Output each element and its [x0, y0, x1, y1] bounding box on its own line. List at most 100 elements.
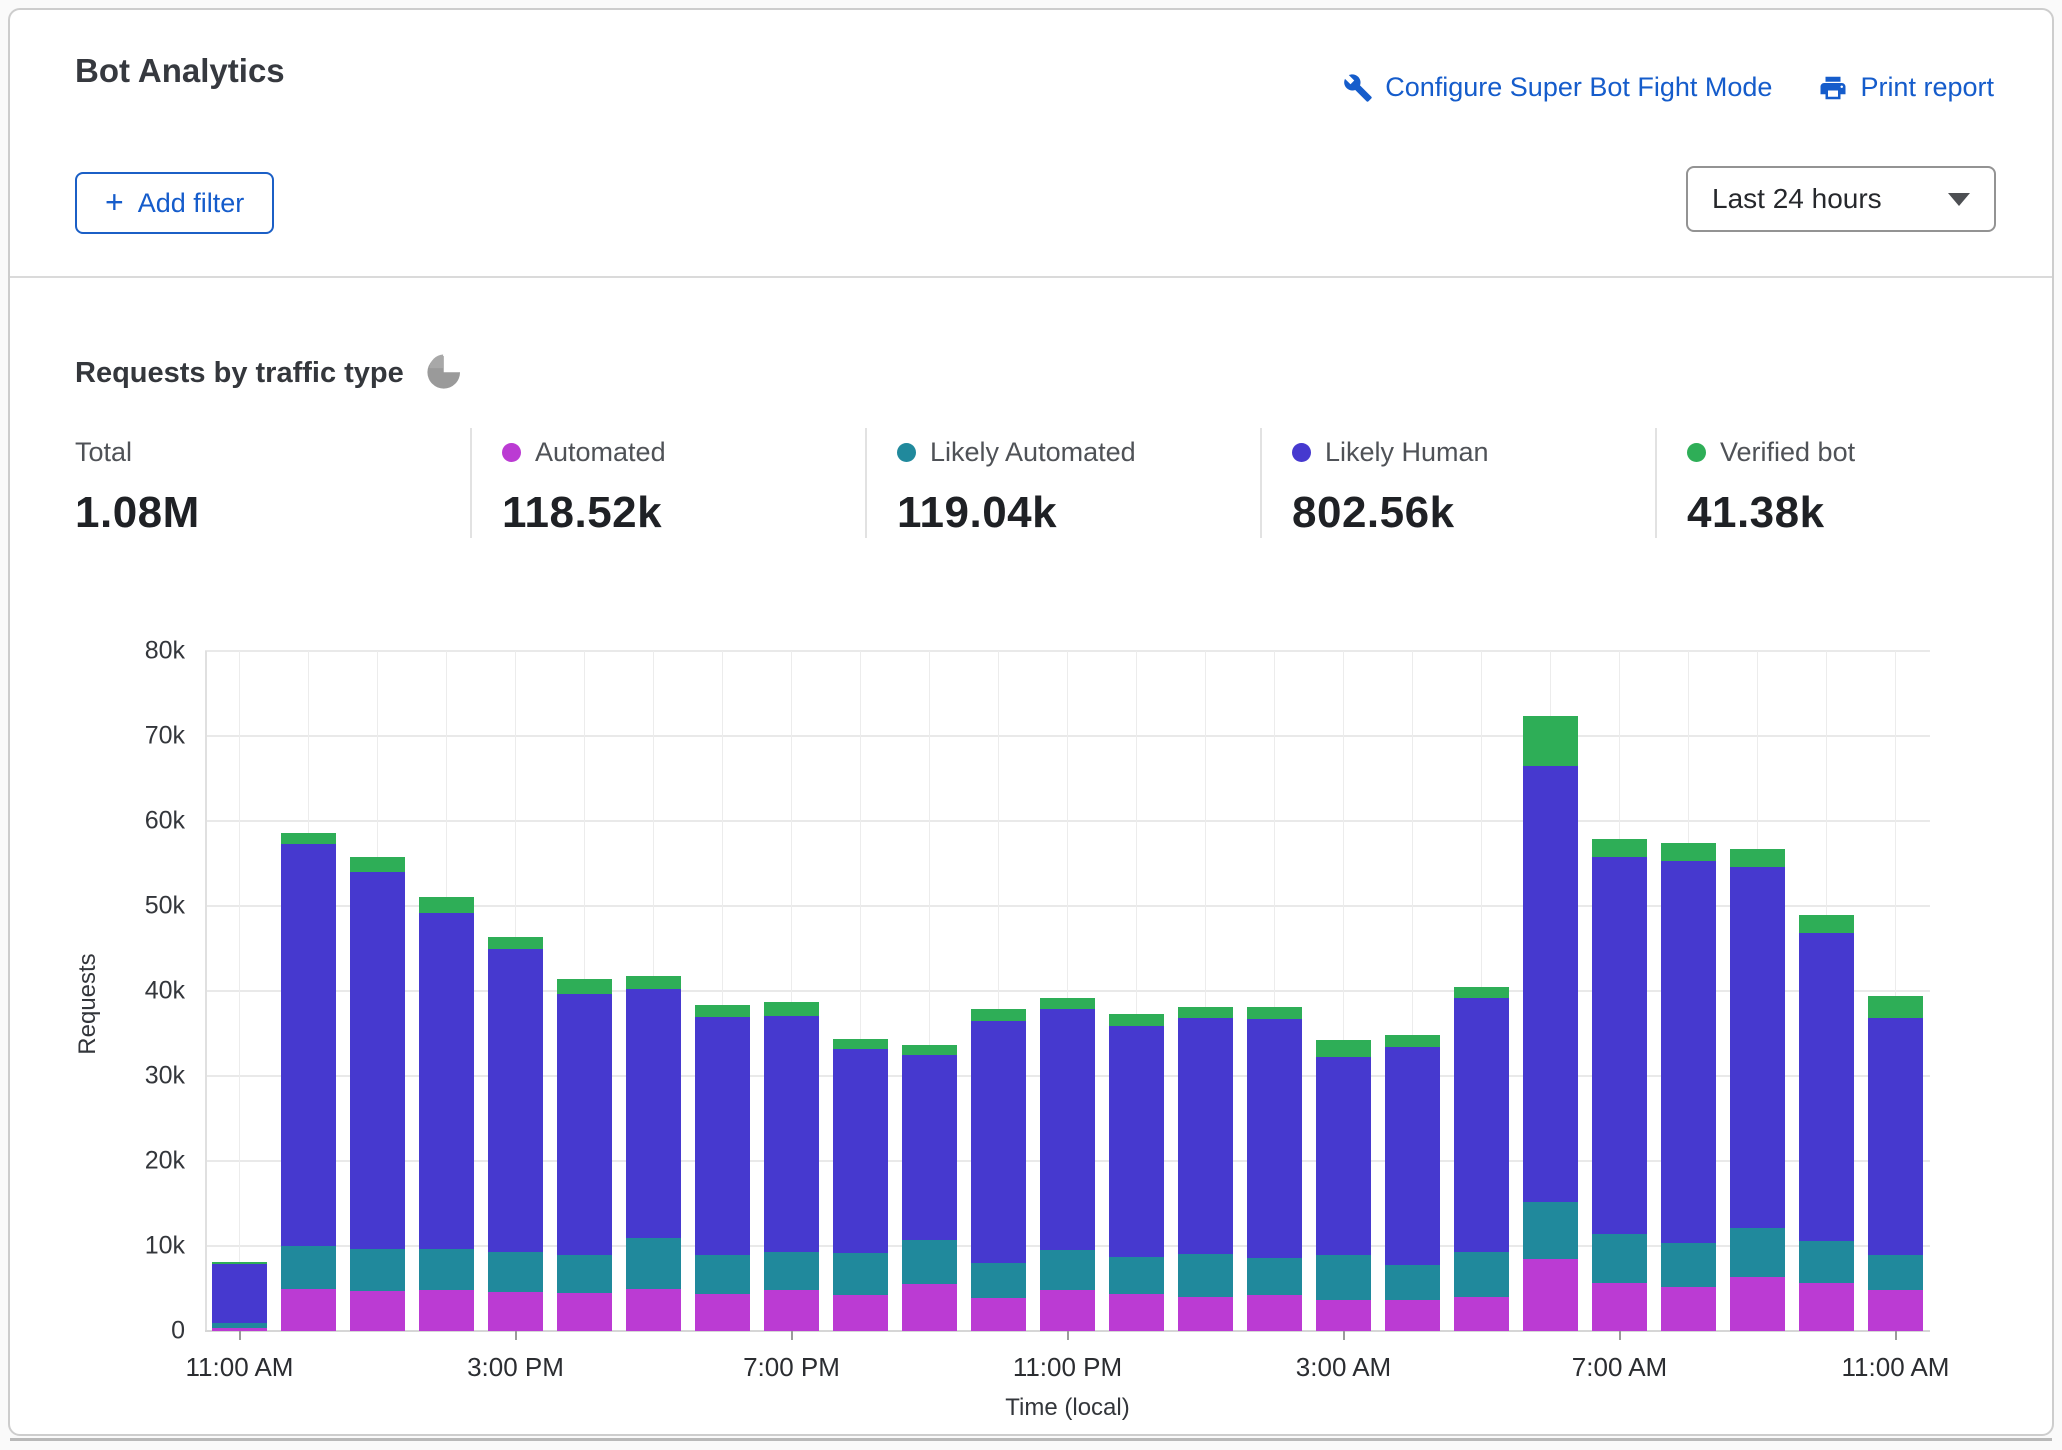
bar-slot: [205, 651, 274, 1331]
likely-human-segment: [902, 1055, 957, 1240]
x-tick-label: 7:00 PM: [743, 1352, 840, 1383]
verified-bot-segment: [695, 1005, 750, 1018]
bar-slot: [757, 651, 826, 1331]
verified-bot-segment: [488, 937, 543, 950]
likely-automated-segment: [281, 1246, 336, 1289]
x-tick: [791, 1331, 793, 1340]
automated-segment: [902, 1284, 957, 1331]
verified-bot-segment: [1109, 1014, 1164, 1026]
stacked-bar-300pm[interactable]: [488, 937, 543, 1331]
likely-automated-segment: [1040, 1250, 1095, 1290]
stacked-bar-800pm[interactable]: [833, 1039, 888, 1331]
stacked-bar-400pm[interactable]: [557, 979, 612, 1331]
stacked-bar-200am[interactable]: [1247, 1007, 1302, 1331]
stacked-bar-200pm[interactable]: [419, 897, 474, 1331]
likely-automated-segment: [350, 1249, 405, 1291]
configure-super-bot-fight-mode-link[interactable]: Configure Super Bot Fight Mode: [1343, 72, 1772, 103]
stacked-bar-1000am[interactable]: [1799, 915, 1854, 1331]
verified-bot-legend-dot: [1687, 443, 1706, 462]
x-tick: [1067, 1331, 1069, 1340]
bar-slot: [1861, 651, 1930, 1331]
stat-verified-bot-label: Verified bot: [1720, 437, 1855, 468]
verified-bot-segment: [971, 1009, 1026, 1021]
likely-human-segment: [488, 949, 543, 1252]
section-title-row: Requests by traffic type: [75, 352, 464, 395]
stacked-bar-1000pm[interactable]: [971, 1009, 1026, 1331]
automated-segment: [1523, 1259, 1578, 1331]
requests-by-traffic-type-chart: [205, 651, 1930, 1331]
x-tick-label: 11:00 PM: [1013, 1352, 1122, 1383]
likely-automated-segment: [488, 1252, 543, 1292]
stacked-bar-700am[interactable]: [1592, 839, 1647, 1331]
automated-segment: [1868, 1290, 1923, 1331]
automated-segment: [1385, 1300, 1440, 1331]
x-tick-label: 7:00 AM: [1572, 1352, 1667, 1383]
automated-segment: [1799, 1283, 1854, 1331]
likely-human-segment: [557, 994, 612, 1255]
likely-automated-segment: [419, 1249, 474, 1291]
bar-slot: [1309, 651, 1378, 1331]
verified-bot-segment: [626, 976, 681, 990]
stacked-bar-600am[interactable]: [1523, 716, 1578, 1331]
print-report-link[interactable]: Print report: [1818, 72, 1994, 103]
stacked-bar-800am[interactable]: [1661, 843, 1716, 1331]
x-tick-label: 11:00 AM: [1842, 1352, 1950, 1383]
y-tick-label: 10k: [75, 1232, 185, 1261]
stacked-bar-1100am[interactable]: [1868, 996, 1923, 1331]
automated-segment: [1247, 1295, 1302, 1331]
likely-human-segment: [350, 872, 405, 1249]
x-tick: [1619, 1331, 1621, 1340]
automated-segment: [419, 1290, 474, 1331]
add-filter-button[interactable]: + Add filter: [75, 172, 274, 234]
bar-slot: [412, 651, 481, 1331]
time-range-value: Last 24 hours: [1712, 183, 1882, 215]
automated-segment: [1730, 1277, 1785, 1331]
automated-segment: [350, 1291, 405, 1331]
bar-slot: [1516, 651, 1585, 1331]
stat-automated: Automated 118.52k: [470, 428, 865, 538]
automated-segment: [833, 1295, 888, 1331]
stacked-bar-1200am[interactable]: [1109, 1014, 1164, 1331]
stacked-bar-500pm[interactable]: [626, 976, 681, 1331]
automated-segment: [1040, 1290, 1095, 1331]
bar-slot: [343, 651, 412, 1331]
automated-segment: [626, 1289, 681, 1331]
bar-slot: [1447, 651, 1516, 1331]
stacked-bar-700pm[interactable]: [764, 1002, 819, 1331]
likely-human-segment: [212, 1264, 267, 1323]
bar-slot: [1378, 651, 1447, 1331]
verified-bot-segment: [833, 1039, 888, 1049]
stacked-bar-600pm[interactable]: [695, 1005, 750, 1331]
stacked-bar-1100am[interactable]: [212, 1262, 267, 1331]
stacked-bar-100pm[interactable]: [350, 857, 405, 1331]
stacked-bar-100am[interactable]: [1178, 1007, 1233, 1331]
y-tick-label: 70k: [75, 722, 185, 751]
automated-segment: [1592, 1283, 1647, 1331]
likely-human-segment: [1247, 1019, 1302, 1258]
bar-slot: [1240, 651, 1309, 1331]
stacked-bar-500am[interactable]: [1454, 987, 1509, 1331]
y-tick-label: 30k: [75, 1062, 185, 1091]
stacked-bar-900am[interactable]: [1730, 849, 1785, 1331]
likely-human-segment: [971, 1021, 1026, 1263]
header-divider: [10, 276, 2052, 278]
y-tick-label: 50k: [75, 892, 185, 921]
likely-human-segment: [1040, 1009, 1095, 1250]
stacked-bar-400am[interactable]: [1385, 1035, 1440, 1331]
printer-icon: [1818, 73, 1848, 103]
stacked-bar-300am[interactable]: [1316, 1040, 1371, 1331]
likely-human-segment: [833, 1049, 888, 1253]
automated-segment: [1178, 1297, 1233, 1331]
verified-bot-segment: [902, 1045, 957, 1054]
y-tick-label: 20k: [75, 1147, 185, 1176]
stacked-bar-1200pm[interactable]: [281, 833, 336, 1331]
y-tick-label: 60k: [75, 807, 185, 836]
time-range-select[interactable]: Last 24 hours: [1686, 166, 1996, 232]
automated-legend-dot: [502, 443, 521, 462]
likely-automated-legend-dot: [897, 443, 916, 462]
stacked-bar-900pm[interactable]: [902, 1045, 957, 1331]
stacked-bar-1100pm[interactable]: [1040, 998, 1095, 1331]
verified-bot-segment: [557, 979, 612, 993]
likely-automated-segment: [902, 1240, 957, 1284]
bar-slot: [1585, 651, 1654, 1331]
